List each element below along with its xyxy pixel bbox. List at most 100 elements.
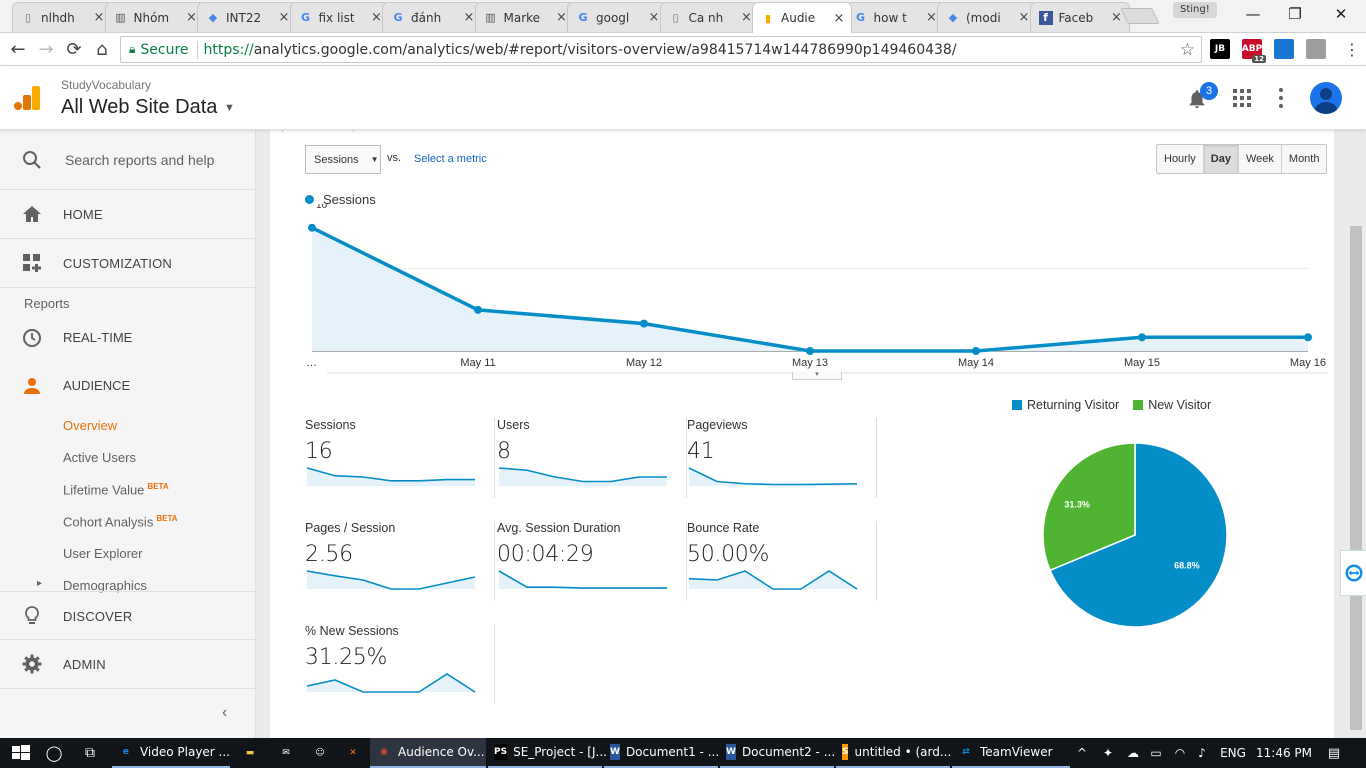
onedrive-icon[interactable]: ☁	[1127, 746, 1139, 760]
select-metric-link[interactable]: Select a metric	[414, 153, 487, 165]
pie-slice[interactable]	[1042, 442, 1136, 572]
metric-tile[interactable]: Pageviews 41	[687, 418, 877, 506]
data-point[interactable]	[308, 223, 316, 232]
forward-button[interactable]: →	[38, 38, 54, 60]
action-center-icon[interactable]: ▤	[1327, 745, 1341, 761]
metric-tile[interactable]: Bounce Rate 50.00%	[687, 521, 877, 609]
metric-tile[interactable]: Pages / Session 2.56	[305, 521, 495, 609]
pie-slice[interactable]	[1049, 442, 1228, 628]
back-button[interactable]: ←	[10, 38, 26, 60]
tab-close-icon[interactable]: ×	[278, 10, 290, 25]
nav-home[interactable]: HOME	[0, 190, 255, 239]
taskbar-app[interactable]: ▬	[236, 738, 264, 768]
browser-tab[interactable]: ◆ (modi ×	[937, 2, 1037, 32]
search-input[interactable]: Search reports and help	[65, 152, 215, 168]
tab-close-icon[interactable]: ×	[648, 10, 660, 25]
data-point[interactable]	[1304, 333, 1312, 342]
taskbar-app[interactable]: ☺	[306, 738, 334, 768]
granularity-day-button[interactable]: Day	[1203, 145, 1239, 173]
audience-subitem[interactable]: User Explorer	[63, 546, 142, 561]
bookmark-star-icon[interactable]: ☆	[1179, 40, 1195, 60]
new-tab-button[interactable]	[1120, 8, 1160, 24]
adblock-icon[interactable]: ABP 12	[1242, 39, 1266, 63]
address-bar[interactable]: 🔒︎ Secure https:// analytics.google.com/…	[120, 36, 1202, 63]
more-vert-icon[interactable]	[1276, 86, 1286, 110]
view-selector[interactable]: All Web Site Data	[61, 96, 218, 118]
taskbar-app[interactable]: e Video Player ...	[112, 738, 230, 768]
shield-ext-icon[interactable]	[1306, 39, 1326, 59]
tab-close-icon[interactable]: ×	[1111, 10, 1122, 25]
chrome-menu-icon[interactable]: ⋮	[1344, 39, 1360, 59]
taskbar-app[interactable]: W Document1 - ...	[604, 738, 719, 768]
taskbar-app[interactable]: ✉	[272, 738, 300, 768]
metric-tile[interactable]: % New Sessions 31.25%	[305, 624, 495, 712]
view-dropdown-icon[interactable]: ▼	[224, 102, 235, 114]
granularity-week-button[interactable]: Week	[1239, 145, 1282, 173]
language-indicator[interactable]: ENG	[1220, 746, 1246, 760]
browser-tab[interactable]: ◆ INT22 ×	[197, 2, 297, 32]
nav-realtime[interactable]: REAL-TIME	[0, 314, 255, 362]
data-point[interactable]	[474, 305, 482, 314]
chart-resize-handle[interactable]: ▾	[792, 371, 842, 380]
metric-tile[interactable]: Avg. Session Duration 00:04:29	[497, 521, 687, 609]
tab-close-icon[interactable]: ×	[93, 10, 105, 25]
audience-subitem[interactable]: Active Users	[63, 450, 136, 465]
tab-close-icon[interactable]: ×	[833, 10, 845, 26]
profile-chip[interactable]: Sting!	[1173, 2, 1217, 18]
battery-icon[interactable]: ▭	[1150, 746, 1162, 760]
close-window-button[interactable]: ✕	[1334, 5, 1348, 23]
demographics-expand-icon[interactable]: ▸	[37, 578, 43, 589]
browser-tab[interactable]: ▯ nlhdh ×	[12, 2, 112, 32]
nav-customization[interactable]: CUSTOMIZATION	[0, 239, 255, 288]
metric-tile[interactable]: Sessions 16	[305, 418, 495, 506]
clock[interactable]: 11:46 PM	[1256, 746, 1312, 760]
dropbox-icon[interactable]: ✦	[1102, 746, 1114, 760]
tab-close-icon[interactable]: ×	[186, 10, 197, 25]
taskbar-app[interactable]: PS SE_Project - [J...	[488, 738, 607, 768]
windows-start-icon[interactable]	[10, 738, 32, 768]
tab-close-icon[interactable]: ×	[926, 10, 937, 25]
taskbar-app[interactable]: ✕	[340, 738, 366, 768]
taskbar-app[interactable]: ⇄ TeamViewer	[952, 738, 1070, 768]
ext-blue-icon[interactable]	[1274, 39, 1294, 59]
data-point[interactable]	[1138, 333, 1146, 342]
taskbar-app[interactable]: W Document2 - ...	[720, 738, 835, 768]
browser-tab[interactable]: f Faceb ×	[1029, 2, 1130, 32]
tab-close-icon[interactable]: ×	[463, 10, 475, 25]
page-scrollbar[interactable]	[1350, 226, 1362, 730]
wifi-icon[interactable]: ◠	[1174, 746, 1186, 760]
task-view-icon[interactable]: ⧉	[85, 745, 95, 761]
audience-subitem[interactable]: Overview	[63, 418, 117, 433]
audience-subitem[interactable]: Lifetime Value BETA	[63, 482, 169, 497]
restore-button[interactable]: ❐	[1288, 5, 1302, 23]
metric-dropdown[interactable]: Sessions ▼	[305, 145, 381, 174]
teamviewer-widget[interactable]	[1340, 550, 1366, 596]
tray-expand-icon[interactable]: ^	[1076, 746, 1088, 760]
nav-audience[interactable]: AUDIENCE	[0, 362, 255, 410]
nav-admin[interactable]: ADMIN	[0, 640, 255, 689]
cortana-icon[interactable]: ◯	[45, 744, 63, 762]
granularity-month-button[interactable]: Month	[1288, 153, 1320, 165]
jetbrains-icon[interactable]: JB	[1210, 39, 1230, 59]
tab-close-icon[interactable]: ×	[1018, 10, 1030, 25]
home-button[interactable]: ⌂	[96, 38, 108, 60]
tab-close-icon[interactable]: ×	[371, 10, 382, 25]
search-reports[interactable]: Search reports and help	[0, 130, 255, 190]
metric-tile[interactable]: Users 8	[497, 418, 687, 506]
reload-button[interactable]: ⟳	[66, 38, 82, 60]
volume-icon[interactable]: ♪	[1198, 746, 1206, 760]
audience-subitem[interactable]: Cohort Analysis BETA	[63, 514, 178, 529]
avatar[interactable]	[1310, 82, 1342, 114]
tab-close-icon[interactable]: ×	[556, 10, 567, 25]
taskbar-app[interactable]: ◉ Audience Ov...	[370, 738, 486, 768]
tab-close-icon[interactable]: ×	[741, 10, 752, 25]
apps-grid-icon[interactable]	[1232, 88, 1252, 108]
pie-legend-item[interactable]: Returning Visitor	[1012, 398, 1119, 412]
minimize-button[interactable]: —	[1245, 5, 1261, 23]
